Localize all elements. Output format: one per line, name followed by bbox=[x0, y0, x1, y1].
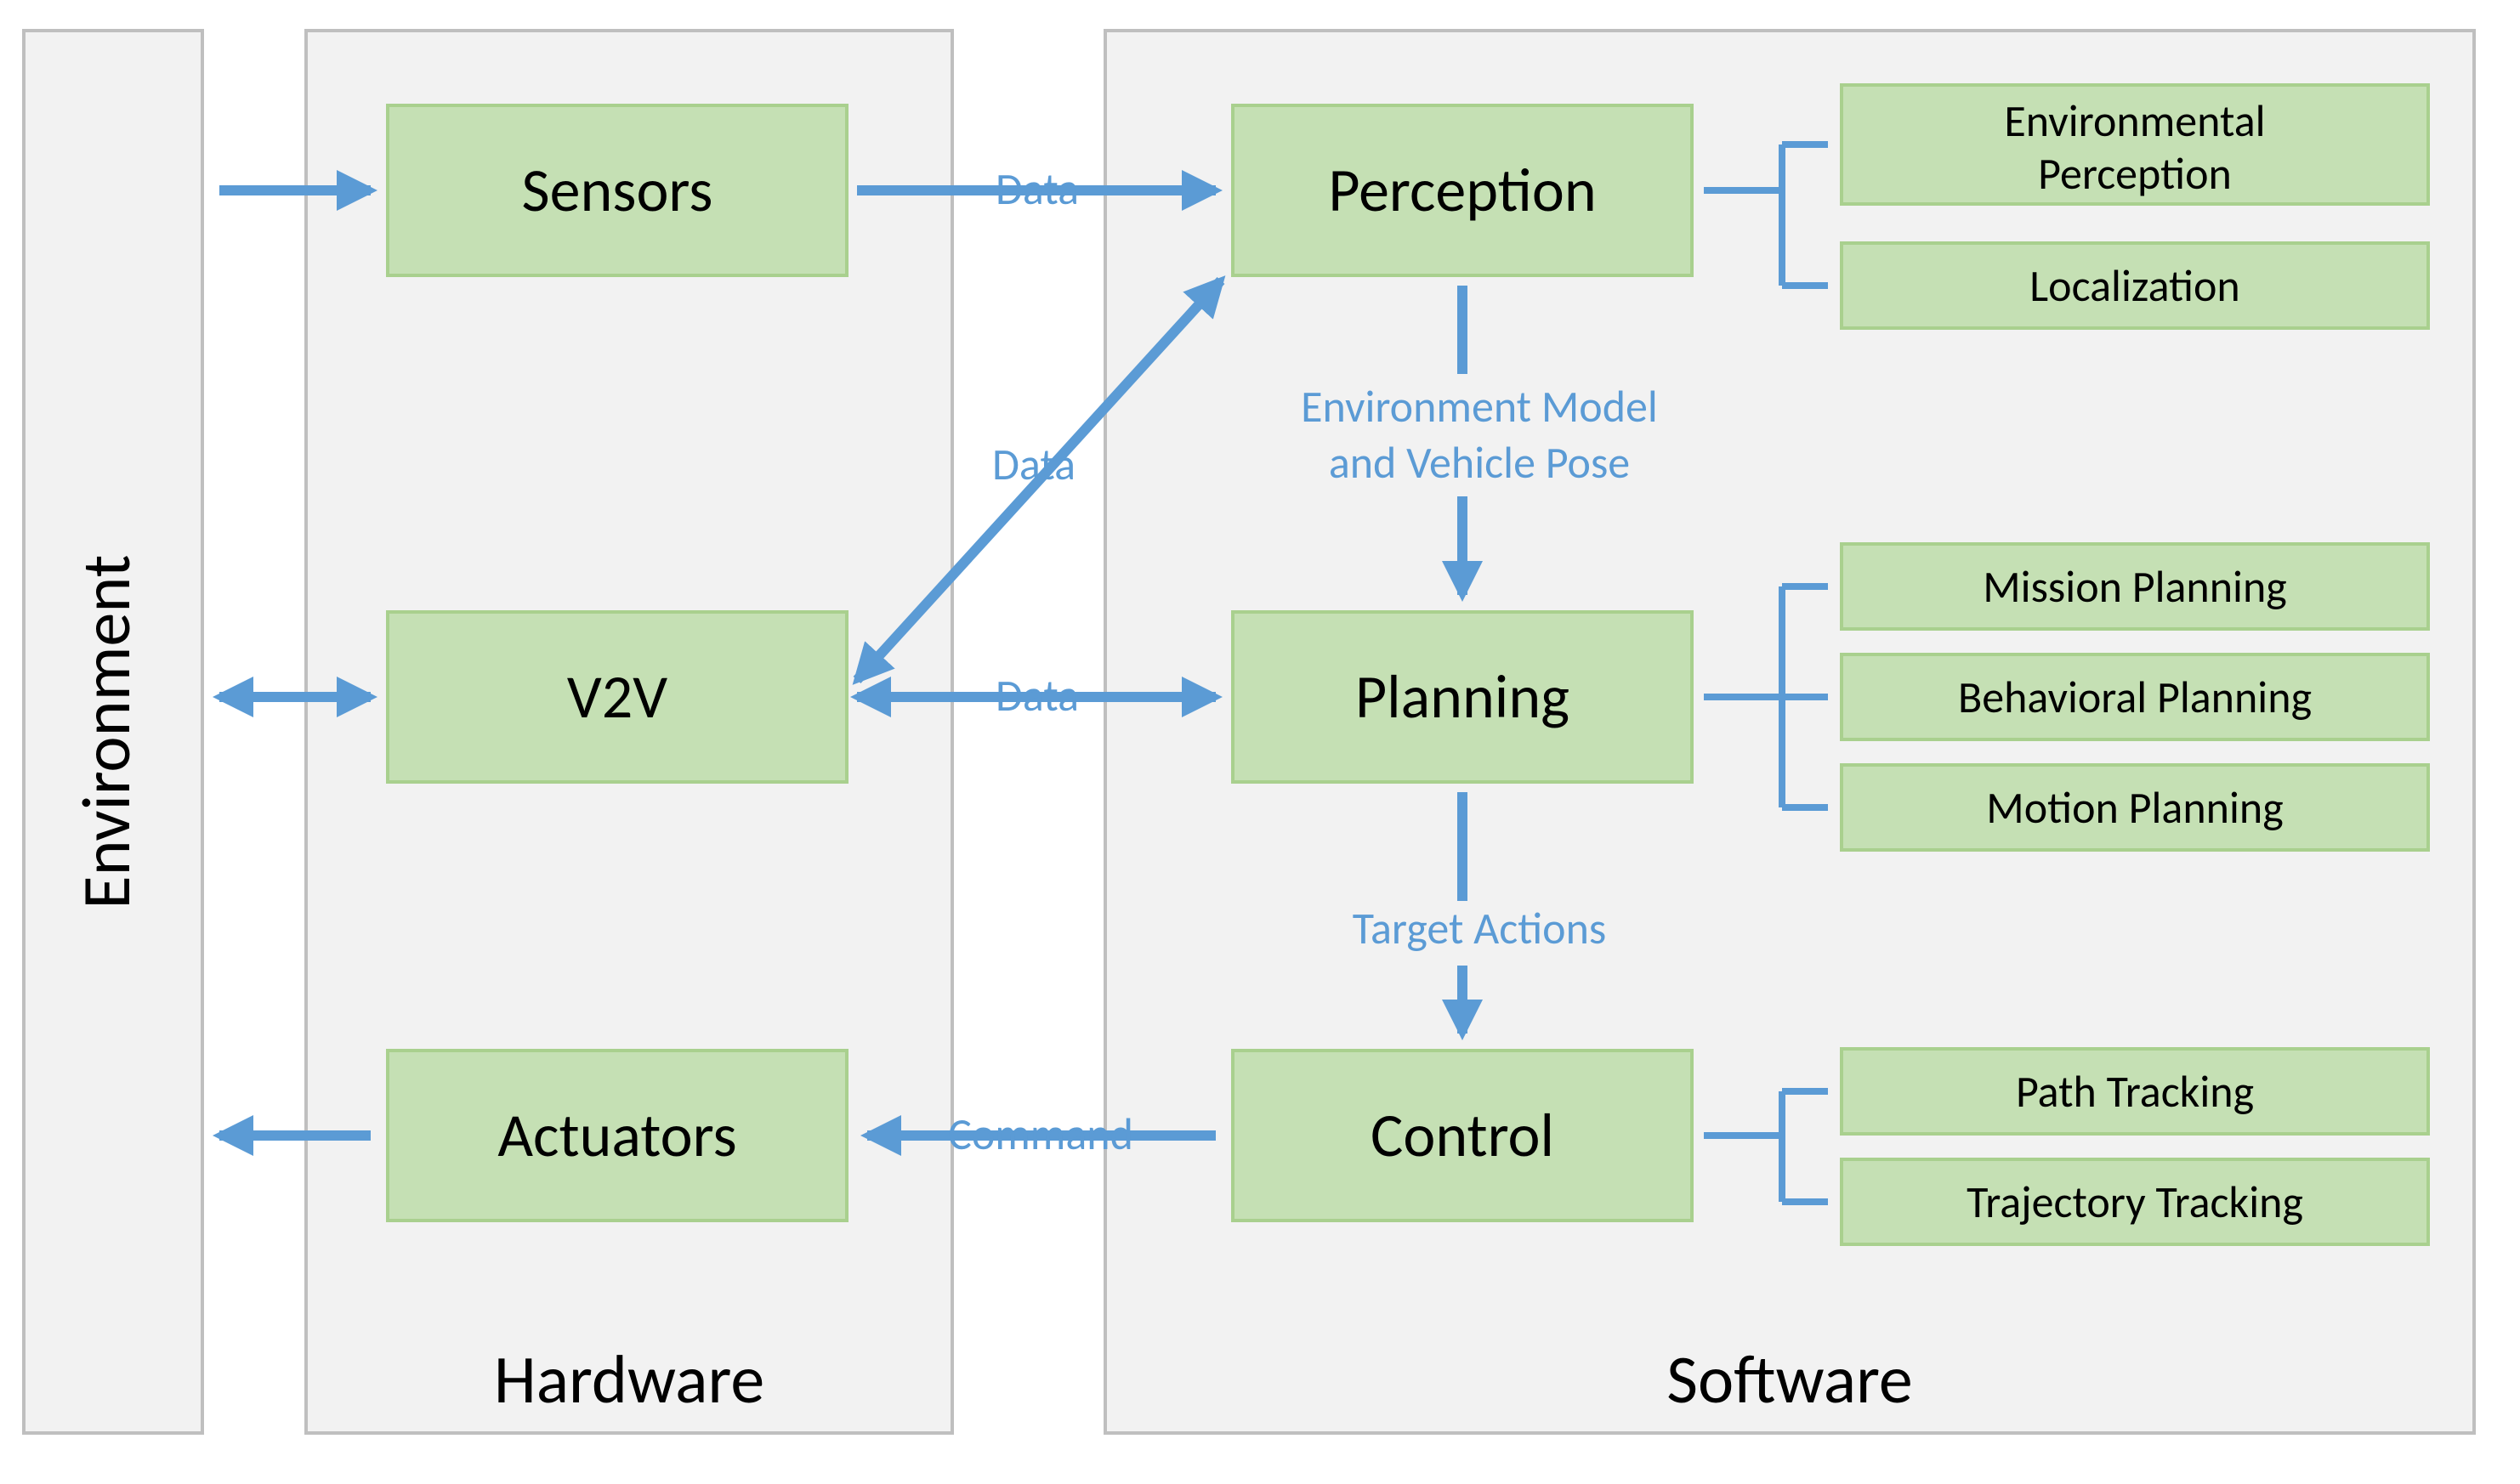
small-node-label-motion: Motion Planning bbox=[1986, 780, 2283, 835]
small-node-label-localization: Localization bbox=[2029, 258, 2239, 313]
node-label-sensors: Sensors bbox=[522, 153, 713, 228]
small-node-label1-env_perception: Environmental bbox=[2004, 93, 2265, 148]
edge-label-env_model_2: and Vehicle Pose bbox=[1329, 435, 1630, 490]
small-node-label-mission: Mission Planning bbox=[1983, 559, 2287, 614]
small-node-label2-env_perception: Perception bbox=[2038, 146, 2232, 201]
edge-label-command: Command bbox=[948, 1107, 1133, 1161]
edge-label-data2: Data bbox=[996, 668, 1079, 722]
node-label-perception: Perception bbox=[1328, 153, 1596, 228]
node-label-actuators: Actuators bbox=[497, 1098, 736, 1173]
node-label-control: Control bbox=[1371, 1098, 1554, 1173]
edge-label-target_actions: Target Actions bbox=[1353, 901, 1607, 955]
container-label-software: Software bbox=[1666, 1339, 1912, 1421]
small-node-label-path_track: Path Tracking bbox=[2016, 1064, 2254, 1119]
container-label-hardware: Hardware bbox=[494, 1339, 764, 1421]
edge-label-data1: Data bbox=[996, 161, 1079, 216]
small-node-label-traj_track: Trajectory Tracking bbox=[1967, 1175, 2303, 1229]
edge-label-env_model_1: Environment Model bbox=[1301, 379, 1658, 433]
edge-label-data_diag: Data bbox=[992, 437, 1076, 491]
node-label-v2v: V2V bbox=[567, 660, 667, 734]
container-label-environment: Environment bbox=[65, 555, 148, 909]
node-label-planning: Planning bbox=[1355, 660, 1569, 734]
small-node-label-behavioral: Behavioral Planning bbox=[1958, 670, 2312, 724]
